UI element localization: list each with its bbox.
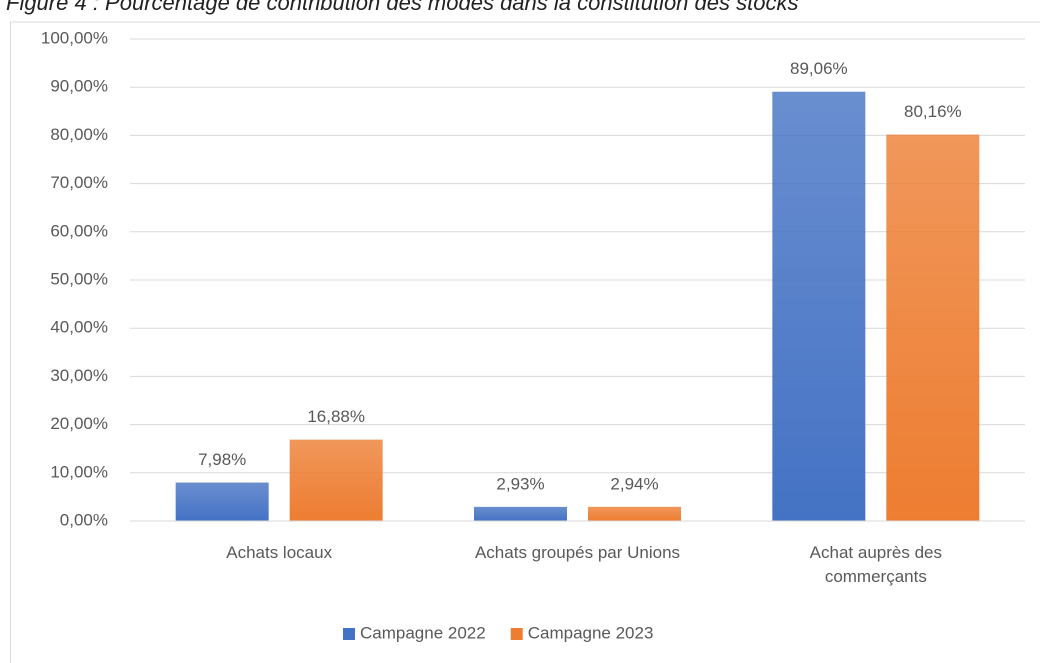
data-label: 16,88% [307, 407, 365, 426]
y-tick-label: 70,00% [50, 173, 108, 192]
x-tick-label: Achat auprès des commerçants [809, 543, 942, 586]
x-tick-label: Achats locaux [226, 543, 333, 562]
data-label: 2,93% [496, 474, 544, 493]
y-tick-label: 0,00% [60, 510, 108, 529]
y-tick-label: 50,00% [50, 269, 108, 288]
y-tick-label: 90,00% [50, 77, 108, 96]
y-tick-label: 30,00% [50, 366, 108, 385]
bar [588, 506, 681, 521]
bar [175, 482, 269, 521]
legend-swatch [343, 628, 355, 640]
bar [772, 91, 866, 521]
x-tick-label: Achats groupés par Unions [474, 543, 681, 562]
bar [886, 134, 980, 522]
chart-title: Figure 4 : Pourcentage de contribution d… [6, 0, 798, 15]
chart-border [10, 21, 1040, 663]
legend-label: Campagne 2022 [360, 623, 486, 642]
data-label: 7,98% [198, 450, 246, 469]
y-tick-label: 80,00% [50, 125, 108, 144]
y-tick-label: 40,00% [50, 318, 108, 337]
y-tick-label: 20,00% [50, 414, 108, 433]
data-label: 80,16% [904, 102, 962, 121]
legend-swatch [510, 628, 523, 640]
y-tick-label: 60,00% [50, 221, 108, 240]
bar [474, 506, 567, 521]
data-label: 2,94% [610, 474, 658, 493]
y-tick-label: 100,00% [41, 28, 108, 47]
data-label: 89,06% [790, 59, 848, 78]
bar [289, 439, 383, 521]
y-tick-label: 10,00% [50, 462, 108, 481]
legend-label: Campagne 2023 [528, 623, 654, 642]
